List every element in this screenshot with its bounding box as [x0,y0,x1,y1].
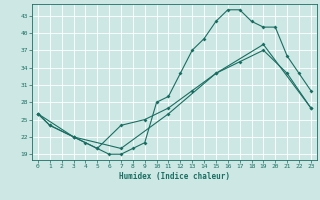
X-axis label: Humidex (Indice chaleur): Humidex (Indice chaleur) [119,172,230,181]
